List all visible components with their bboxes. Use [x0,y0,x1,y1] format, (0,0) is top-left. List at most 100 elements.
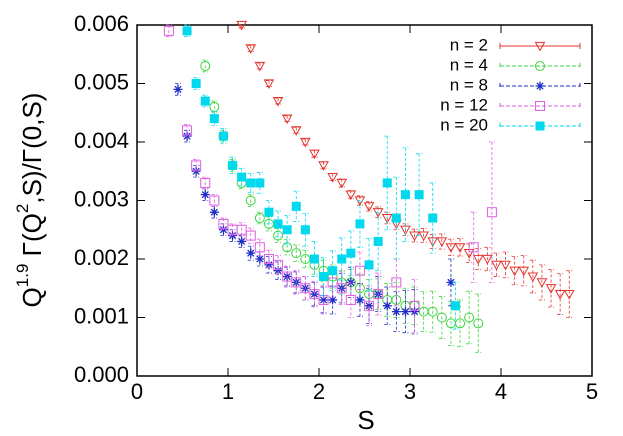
marker [245,195,256,206]
x-tick-label: 1 [222,379,234,404]
marker [468,242,479,253]
y-tick-label: 0.000 [74,362,129,387]
error-bar [220,217,227,231]
y-label-part: 2 [13,204,32,213]
marker [254,213,265,224]
marker [319,272,329,282]
marker [264,207,274,217]
error-bar [284,265,291,288]
marker [336,283,347,294]
error-bar [193,159,200,172]
marker [281,114,293,125]
marker [436,312,447,323]
error-bar [470,211,477,283]
legend-label: n = 8 [450,75,488,94]
marker [354,265,365,276]
error-bar [165,24,172,38]
error-bar [488,141,495,283]
legend-label: n = 20 [440,115,488,134]
x-tick-label: 4 [495,379,507,404]
marker [464,312,475,323]
error-bar [447,238,454,256]
marker [291,248,302,259]
error-bar [457,238,464,257]
error-bar [256,62,263,70]
marker [236,224,247,235]
marker [209,207,219,217]
marker [237,172,247,182]
marker [354,196,366,207]
error-bar [475,293,482,353]
marker [482,254,493,265]
marker [382,178,392,188]
error-bar [466,290,473,345]
error-bar [229,223,236,236]
error-bar [566,270,573,318]
marker [391,307,401,317]
error-bar [265,80,272,87]
error-bar [238,167,245,187]
marker [309,289,320,300]
legend-marker [534,41,546,52]
error-bar [438,296,445,339]
x-axis-label: S [357,405,374,435]
marker [300,254,311,264]
marker [255,178,265,188]
marker [345,190,357,201]
legend-line [499,43,581,49]
marker [382,301,392,311]
marker [381,213,393,224]
marker [246,248,256,258]
marker [355,219,365,229]
marker [427,237,439,247]
marker [182,26,192,36]
x-tick-label: 0 [131,379,143,404]
x-tick-label: 3 [404,379,416,404]
y-tick-label: 0.005 [74,69,129,94]
marker [500,260,511,271]
marker [182,125,193,136]
error-bar [202,59,209,73]
error-bar [247,173,254,193]
marker [263,254,274,264]
error-bar [202,176,209,190]
marker [218,131,228,141]
error-bar [452,282,459,330]
error-bar [375,272,382,316]
marker [173,84,183,94]
marker [451,301,460,311]
marker [373,289,384,300]
marker [363,202,375,212]
error-bar [284,115,291,122]
marker [191,79,201,88]
error-bar [356,200,363,248]
marker [414,190,424,200]
marker [300,225,310,235]
y-label-part: Q [17,287,47,307]
marker [255,254,265,264]
error-bar [293,126,300,134]
marker [191,160,202,171]
marker [263,79,275,90]
error-bar [275,97,282,105]
error-bar [420,291,427,332]
y-label-part: ,S)/Γ(0,S) [17,93,47,204]
error-bar [356,251,363,290]
marker [272,96,284,107]
error-bar [320,285,327,315]
marker [372,208,384,218]
y-axis-label: Q1.9 Γ(Q2,S)/Γ(0,S) [13,93,46,308]
error-bar [502,251,509,279]
marker [536,278,548,288]
marker [254,242,265,253]
marker [364,301,374,311]
marker [472,254,484,265]
error-bar [520,255,527,287]
marker [200,177,211,188]
marker [364,260,374,270]
error-bar [293,270,300,295]
error-bar [375,211,382,272]
legend-label: n = 2 [450,35,488,54]
marker [527,272,539,283]
